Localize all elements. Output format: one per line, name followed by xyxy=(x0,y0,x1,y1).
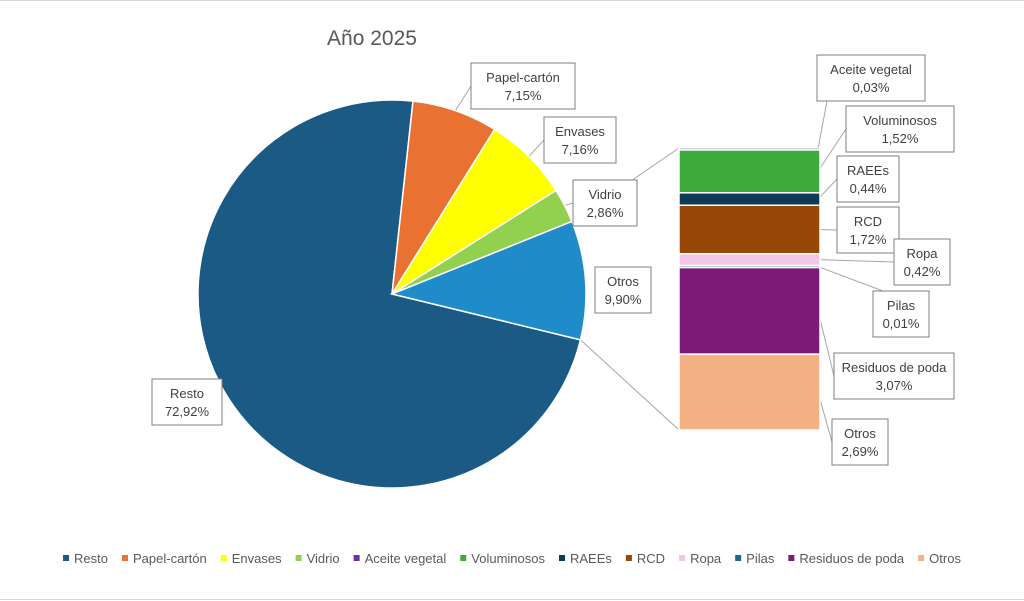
legend-swatch xyxy=(354,555,360,561)
legend-label: Vidrio xyxy=(307,551,340,566)
legend-item-residuos-de-poda: Residuos de poda xyxy=(788,551,905,566)
label-pilas-value: 0,01% xyxy=(883,316,920,331)
legend-swatch xyxy=(918,555,924,561)
label-residuos-de-poda-category: Residuos de poda xyxy=(842,360,948,375)
label-rcd-category: RCD xyxy=(854,214,882,229)
label-vidrio-value: 2,86% xyxy=(587,205,624,220)
legend-swatch xyxy=(296,555,302,561)
label-aceite-vegetal-category: Aceite vegetal xyxy=(830,62,912,77)
label-otros-main: Otros 9,90% xyxy=(595,267,651,313)
label-envases-category: Envases xyxy=(555,124,605,139)
label-rcd: RCD 1,72% xyxy=(837,207,899,253)
legend-swatch xyxy=(788,555,794,561)
legend-item-otros-last: Otros xyxy=(918,551,961,566)
legend-item-aceite-vegetal: Aceite vegetal xyxy=(354,551,447,566)
legend-item-voluminosos: Voluminosos xyxy=(460,551,545,566)
label-raees-value: 0,44% xyxy=(850,181,887,196)
label-residuos-de-poda-value: 3,07% xyxy=(876,378,913,393)
label-aceite-vegetal: Aceite vegetal 0,03% xyxy=(817,55,925,101)
label-envases: Envases 7,16% xyxy=(544,117,616,163)
legend-label: RCD xyxy=(637,551,665,566)
label-raees-leader xyxy=(818,179,837,199)
legend-swatch xyxy=(679,555,685,561)
label-voluminosos: Voluminosos 1,52% xyxy=(846,106,954,152)
label-papel-carton: Papel-cartón 7,15% xyxy=(471,63,575,109)
pie-slices xyxy=(198,100,586,488)
label-raees-category: RAEEs xyxy=(847,163,889,178)
label-voluminosos-category: Voluminosos xyxy=(863,113,937,128)
legend-item-resto: Resto xyxy=(63,551,108,566)
legend-item-pilas: Pilas xyxy=(735,551,775,566)
label-aceite-vegetal-leader xyxy=(818,101,827,149)
legend-label: Residuos de poda xyxy=(799,551,905,566)
legend-item-papel-carton: Papel-cartón xyxy=(122,551,207,566)
bar-segment-otros xyxy=(679,354,820,430)
bar-segment-voluminosos xyxy=(679,150,820,193)
bar-segment-raees xyxy=(679,193,820,205)
label-ropa-leader xyxy=(818,260,894,262)
label-papel-carton-value: 7,15% xyxy=(505,88,542,103)
legend-swatch xyxy=(122,555,128,561)
legend-item-envases: Envases xyxy=(221,551,282,566)
legend: Resto Papel-cartón Envases Vidrio Aceite veg… xyxy=(63,551,961,566)
breakdown-bar xyxy=(679,148,820,430)
legend-item-rcd: RCD xyxy=(626,551,665,566)
label-resto: Resto 72,92% xyxy=(152,379,222,425)
label-papel-carton-category: Papel-cartón xyxy=(486,70,560,85)
label-aceite-vegetal-value: 0,03% xyxy=(853,80,890,95)
legend-swatch xyxy=(63,555,69,561)
legend-label: Otros xyxy=(929,551,961,566)
legend-item-vidrio: Vidrio xyxy=(296,551,340,566)
legend-label: Envases xyxy=(232,551,282,566)
legend-label: Aceite vegetal xyxy=(365,551,447,566)
label-ropa-category: Ropa xyxy=(906,246,938,261)
legend-swatch xyxy=(221,555,227,561)
label-resto-value: 72,92% xyxy=(165,404,210,419)
label-vidrio-category: Vidrio xyxy=(588,187,621,202)
legend-label: Papel-cartón xyxy=(133,551,207,566)
legend-swatch xyxy=(626,555,632,561)
label-raees: RAEEs 0,44% xyxy=(837,156,899,202)
label-ropa-value: 0,42% xyxy=(904,264,941,279)
label-otros-breakdown: Otros 2,69% xyxy=(832,419,888,465)
label-envases-value: 7,16% xyxy=(562,142,599,157)
label-pilas-leader xyxy=(818,267,883,291)
label-pilas: Pilas 0,01% xyxy=(873,291,929,337)
label-vidrio-leader xyxy=(565,203,573,206)
connector-line-bottom xyxy=(581,340,679,430)
legend-swatch xyxy=(460,555,466,561)
label-otros-breakdown-category: Otros xyxy=(844,426,876,441)
bar-segment-ropa xyxy=(679,254,820,266)
label-voluminosos-value: 1,52% xyxy=(882,131,919,146)
legend-label: Pilas xyxy=(746,551,775,566)
label-otros-main-value: 9,90% xyxy=(605,292,642,307)
label-resto-category: Resto xyxy=(170,386,204,401)
legend-item-raees: RAEEs xyxy=(559,551,612,566)
legend-item-ropa: Ropa xyxy=(679,551,722,566)
legend-label: Voluminosos xyxy=(471,551,545,566)
legend-label: Ropa xyxy=(690,551,722,566)
label-otros-main-category: Otros xyxy=(607,274,639,289)
bar-segment-rcd xyxy=(679,205,820,254)
label-pilas-category: Pilas xyxy=(887,298,916,313)
label-ropa: Ropa 0,42% xyxy=(894,239,950,285)
label-rcd-value: 1,72% xyxy=(850,232,887,247)
legend-swatch xyxy=(559,555,565,561)
label-papel-carton-leader xyxy=(455,86,471,111)
label-residuos-de-poda: Residuos de poda 3,07% xyxy=(834,353,954,399)
bar-segment-residuos-de-poda xyxy=(679,268,820,355)
legend-label: Resto xyxy=(74,551,108,566)
label-envases-leader xyxy=(529,140,544,156)
chart-title: Año 2025 xyxy=(327,27,417,50)
legend-label: RAEEs xyxy=(570,551,612,566)
label-vidrio: Vidrio 2,86% xyxy=(573,180,637,226)
label-otros-breakdown-value: 2,69% xyxy=(842,444,879,459)
legend-swatch xyxy=(735,555,741,561)
